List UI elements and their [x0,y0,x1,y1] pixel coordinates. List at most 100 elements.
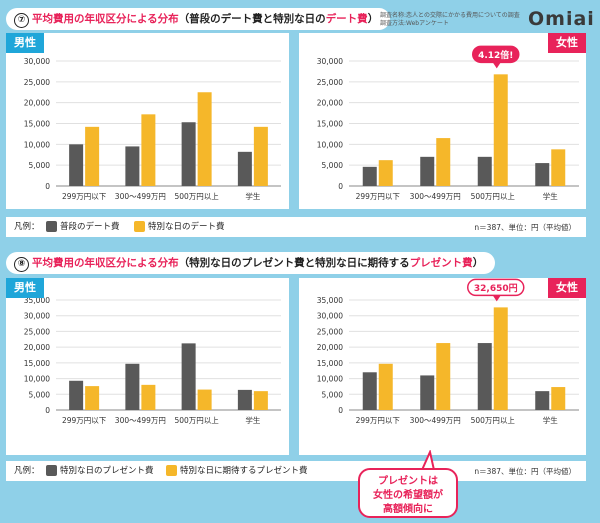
chart-date-male: 0 5,000 10,000 15,000 20,000 25,000 30,000 299万… [24,57,281,201]
section2-title-emph: プレゼント費 [409,257,473,269]
section1-title: ⑦ 平均費用の年収区分による分布（普段のデート費と特別な日のデート費） [6,8,391,30]
bar [69,380,84,410]
panel-present-male: 男性 0 5,000 10,000 15,000 20,000 25,000 30,000 3… [6,278,289,455]
x-tick-label: 299万円以下 [356,416,401,425]
annotation-pointer [492,295,501,302]
y-tick-label: 10,000 [317,140,343,149]
y-tick-label: 5,000 [29,161,51,170]
legend-date: 凡例： 普段のデート費 特別な日のデート費 n＝387、単位：円（平均値） [6,217,586,237]
bar [253,391,268,410]
section2-title-sub: （特別な日のプレゼント費と特別な日に期待する [178,257,410,269]
bar [420,375,435,410]
y-tick-label: 15,000 [24,120,50,129]
legend-swatch-gold [134,220,145,232]
y-tick-label: 15,000 [317,120,343,129]
bar [237,151,252,186]
bar [493,307,508,410]
y-tick-label: 30,000 [317,312,343,321]
annotation-badge [467,278,525,297]
x-tick-label: 学生 [543,415,558,425]
annotation-label: 4.12倍! [478,49,513,61]
x-tick-label: 299万円以下 [62,416,107,425]
legend-item-expected-present: 特別な日に期待するプレゼント費 [166,464,308,476]
y-tick-label: 30,000 [24,312,50,321]
section1-title-emph: デート費 [325,13,368,25]
chart-present-male: 0 5,000 10,000 15,000 20,000 25,000 30,000 35,0… [24,296,281,425]
y-tick-label: 0 [338,406,343,415]
y-tick-label: 0 [45,406,50,415]
female-badge: 女性 [548,278,586,298]
x-tick-label: 500万円以上 [174,192,219,201]
y-tick-label: 20,000 [317,99,343,108]
chart-date-female: 0 5,000 10,000 15,000 20,000 25,000 30,000 299万… [317,45,579,201]
y-tick-label: 25,000 [24,327,50,336]
legend-present: 凡例： 特別な日のプレゼント費 特別な日に期待するプレゼント費 n＝387、単位… [6,461,586,481]
bar [237,389,252,410]
bar [535,163,550,186]
section1-number: ⑦ [14,13,29,28]
y-tick-label: 5,000 [322,161,344,170]
bar [477,343,492,410]
bar [125,363,140,410]
section1-title-end: ） [367,13,379,25]
male-badge: 男性 [6,33,44,53]
x-tick-label: 学生 [245,415,260,425]
y-tick-label: 20,000 [24,343,50,352]
bar [85,126,100,186]
bar [362,372,377,410]
x-tick-label: 500万円以上 [174,416,219,425]
x-tick-label: 500万円以上 [471,416,516,425]
callout-line: 高額傾向に [383,504,433,515]
y-tick-label: 20,000 [317,343,343,352]
callout-line: 女性の希望額が [373,490,443,501]
survey-method: 調査方法:Webアンケート [380,20,449,27]
y-tick-label: 5,000 [322,390,344,399]
x-tick-label: 300〜499万円 [115,416,166,425]
y-tick-label: 15,000 [317,359,343,368]
section1-title-main: 平均費用の年収区分による分布 [32,13,179,25]
y-tick-label: 0 [338,182,343,191]
bar [181,343,196,410]
legend-label: 普段のデート費 [60,222,120,232]
section2-title: ⑧ 平均費用の年収区分による分布（特別な日のプレゼント費と特別な日に期待するプレゼ… [6,252,496,274]
bar [477,156,492,186]
y-tick-label: 30,000 [317,57,343,66]
y-tick-label: 0 [45,182,50,191]
bar [197,92,212,186]
x-tick-label: 300〜499万円 [410,192,461,201]
annotation-label: 32,650円 [474,283,518,294]
x-tick-label: 300〜499万円 [115,192,166,201]
legend-item-present: 特別な日のプレゼント費 [46,464,154,476]
bar [253,126,268,186]
bar [85,386,100,410]
callout-note: プレゼントは 女性の希望額が 高額傾向に [358,468,458,518]
y-tick-label: 30,000 [24,57,50,66]
panel-date-male: 男性 0 5,000 10,000 15,000 20,000 25,000 30,000 2… [6,33,289,209]
y-tick-label: 35,000 [24,296,50,305]
x-tick-label: 500万円以上 [471,192,516,201]
legend-swatch-gold [166,464,177,476]
y-tick-label: 5,000 [29,390,51,399]
legend-swatch-gray [46,464,57,476]
unit-note: n＝387、単位：円（平均値） [474,223,576,232]
bar [141,114,156,186]
x-tick-label: 299万円以下 [62,192,107,201]
legend-label: 特別な日に期待するプレゼント費 [180,466,308,476]
bar [378,160,393,186]
y-tick-label: 15,000 [24,359,50,368]
legend-item-special-date: 特別な日のデート費 [134,220,225,232]
legend-prefix-label: 凡例： [14,222,40,232]
male-badge: 男性 [6,278,44,298]
section2-title-end: ） [472,257,484,269]
bar [69,144,84,186]
panel-present-female: 女性 0 5,000 10,000 15,000 20,000 25,000 30,000 3… [299,278,586,455]
bar [362,166,377,186]
section1-title-sub: （普段のデート費と特別な日の [178,13,326,25]
y-tick-label: 10,000 [24,375,50,384]
annotation-badge [472,45,520,64]
y-tick-label: 20,000 [24,99,50,108]
y-tick-label: 10,000 [317,375,343,384]
bar [551,149,566,186]
bar [436,343,451,410]
legend-prefix: 凡例： [14,220,40,232]
